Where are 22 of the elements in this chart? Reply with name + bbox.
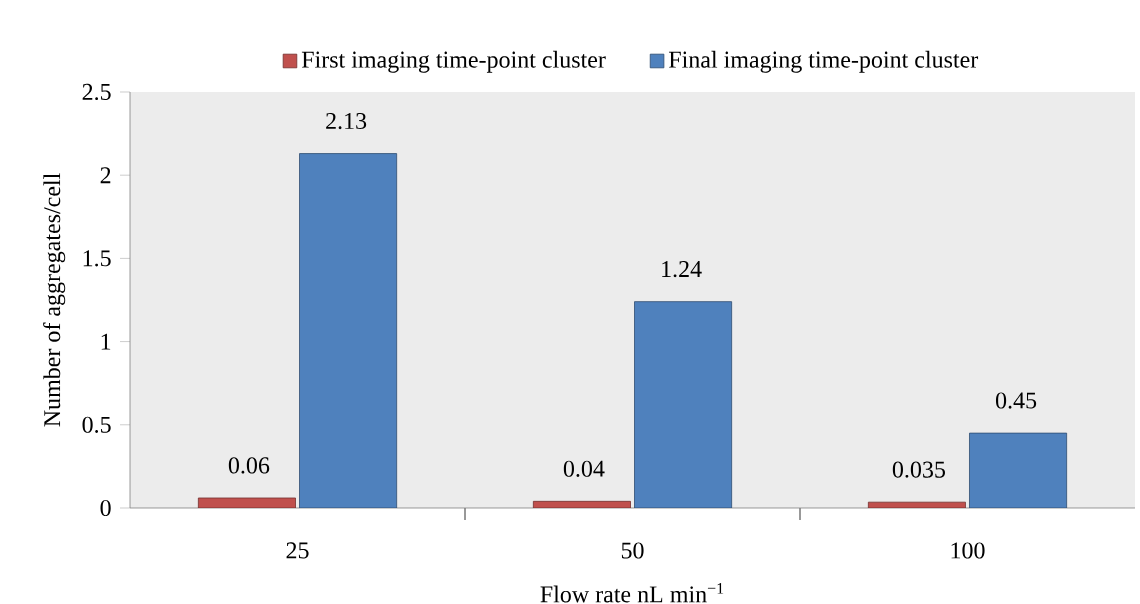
data-label: 0.06	[228, 457, 270, 474]
x-tick-label: 50	[621, 542, 644, 559]
y-axis-title: Number of aggregates/cell	[43, 173, 66, 427]
y-tick-label: 1	[101, 333, 111, 350]
legend-label: First imaging time-point cluster	[301, 50, 606, 73]
y-tick-label: 2.5	[82, 83, 111, 101]
data-label: 0.45	[995, 392, 1037, 409]
y-tick-label: 0.5	[82, 416, 111, 433]
data-label: 2.13	[326, 112, 367, 130]
bar	[634, 301, 733, 508]
y-tick-label: 2	[100, 167, 111, 184]
bar	[299, 153, 398, 508]
x-tick-label: 100	[951, 542, 985, 559]
x-axis-title: Flow rate nL min$^{−1}$	[540, 582, 724, 603]
bar	[969, 432, 1068, 508]
data-label: 0.035	[892, 461, 945, 478]
y-tick-label: 0	[100, 499, 111, 517]
x-tick-label: 25	[286, 542, 309, 559]
y-tick-label: 1.5	[83, 250, 111, 267]
legend-label: Final imaging time-point cluster	[668, 50, 979, 73]
data-label: 0.04	[563, 460, 605, 477]
data-label: 1.24	[662, 261, 702, 278]
